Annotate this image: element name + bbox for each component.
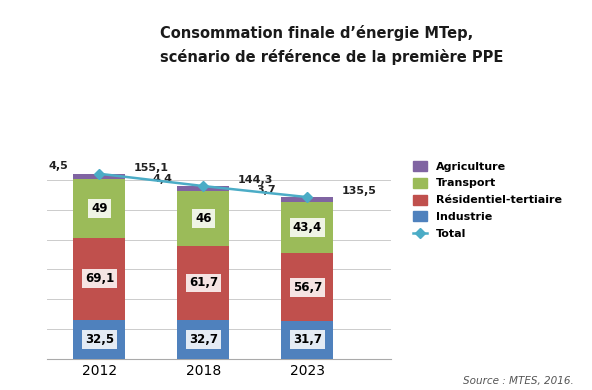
Bar [178,246,230,320]
Bar [73,179,126,238]
Bar [178,320,230,359]
Legend: Agriculture, Transport, Résidentiel-tertiaire, Industrie, Total: Agriculture, Transport, Résidentiel-tert… [410,158,565,243]
Text: 4,4: 4,4 [152,174,172,184]
Text: Consommation finale d’énergie MTep,: Consommation finale d’énergie MTep, [160,25,473,41]
Text: scénario de référence de la première PPE: scénario de référence de la première PPE [160,49,503,65]
Bar [281,197,333,202]
Text: Source : MTES, 2016.: Source : MTES, 2016. [464,376,574,386]
Text: 43,4: 43,4 [293,221,322,234]
Text: 32,5: 32,5 [85,333,114,346]
Bar [281,321,333,359]
Text: 32,7: 32,7 [189,333,218,346]
Bar [178,191,230,246]
Bar [281,254,333,321]
Text: 155,1: 155,1 [134,163,169,173]
Bar [73,320,126,359]
Text: 46: 46 [195,212,212,225]
Text: Graphique n°: Graphique n° [17,27,110,40]
Text: 135,5: 135,5 [342,186,377,196]
Text: 49: 49 [91,202,108,215]
Bar [73,174,126,179]
Text: 3: 3 [108,26,119,41]
Bar [73,238,126,320]
Text: 69,1: 69,1 [85,272,114,285]
Bar [281,202,333,254]
Text: 31,7: 31,7 [293,333,322,346]
Text: 56,7: 56,7 [293,281,322,294]
Bar [178,186,230,191]
Text: 4,5: 4,5 [49,161,68,171]
Text: 3,7: 3,7 [257,185,276,195]
Text: 61,7: 61,7 [189,277,218,289]
Text: 144,3: 144,3 [238,175,273,185]
